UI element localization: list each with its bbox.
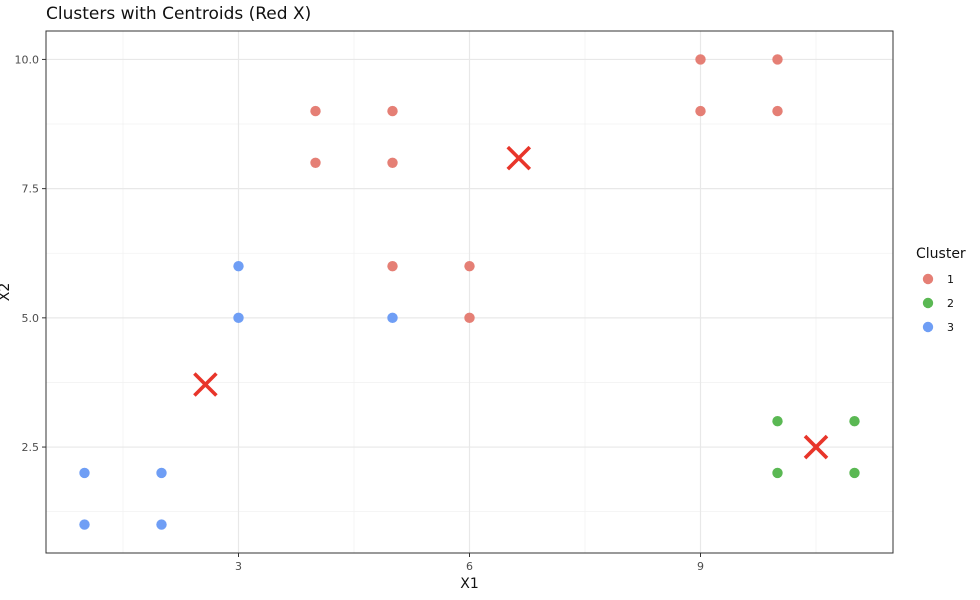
x-tick-label: 9 — [697, 560, 704, 573]
centroid-stroke — [803, 434, 829, 460]
y-tick-label: 10.0 — [15, 53, 40, 66]
cluster-3-point — [79, 467, 90, 479]
legend-label-3: 3 — [947, 321, 954, 334]
centroid-x-marker — [506, 145, 532, 171]
centroid-markers — [193, 145, 829, 460]
cluster-1-point — [310, 157, 321, 168]
legend-key-2 — [922, 297, 934, 309]
data-points — [79, 54, 860, 530]
chart-title: Clusters with Centroids (Red X) — [46, 4, 311, 24]
y-tick-label: 7.5 — [22, 183, 40, 196]
cluster-1-point — [464, 312, 475, 324]
grid-major — [46, 31, 893, 553]
cluster-1-point — [387, 260, 398, 272]
y-tick-label: 5.0 — [22, 312, 40, 325]
cluster-1-point — [310, 105, 321, 117]
cluster-2-point — [772, 467, 783, 479]
cluster-3-point — [156, 519, 167, 530]
legend-key-3 — [922, 321, 934, 333]
cluster-1-point — [772, 54, 783, 65]
y-axis-ticks: 2.5 5.0 7.5 10.0 — [15, 53, 46, 454]
legend-label-1: 1 — [947, 273, 954, 286]
cluster-3-point — [233, 260, 244, 272]
x-tick-label: 6 — [466, 560, 473, 573]
cluster-3-point — [233, 312, 244, 324]
cluster-3-point — [387, 312, 398, 324]
legend-label-2: 2 — [947, 297, 954, 310]
cluster-1-point — [772, 105, 783, 117]
x-axis-title: X1 — [460, 576, 479, 592]
y-axis-title: X2 — [0, 283, 13, 302]
cluster-3-point — [79, 519, 90, 530]
x-axis-ticks: 3 6 9 — [235, 553, 704, 573]
legend-title: Cluster — [916, 246, 966, 262]
cluster-1-point — [387, 157, 398, 168]
cluster-2-point — [772, 416, 783, 427]
cluster-2-point — [849, 416, 860, 427]
cluster-1-point — [695, 54, 706, 65]
centroid-x-marker — [803, 434, 829, 460]
cluster-2-point — [849, 467, 860, 479]
legend-key-1 — [922, 273, 934, 285]
legend: Cluster 1 2 3 — [916, 246, 966, 334]
cluster-1-point — [695, 105, 706, 117]
cluster-1-point — [464, 260, 475, 272]
y-tick-label: 2.5 — [22, 441, 40, 454]
x-tick-label: 3 — [235, 560, 242, 573]
centroid-x-marker — [193, 372, 218, 397]
centroid-stroke — [506, 145, 532, 171]
cluster-3-point — [156, 467, 167, 479]
cluster-1-point — [387, 105, 398, 117]
centroid-stroke — [193, 372, 218, 397]
